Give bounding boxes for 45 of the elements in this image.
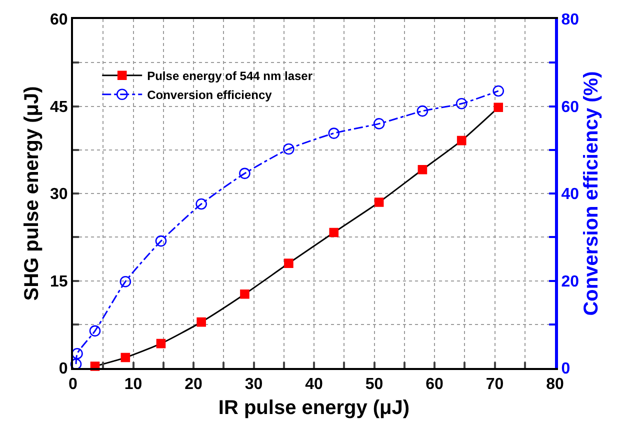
y-tick-label: 60 bbox=[50, 12, 68, 29]
y-tick-label: 30 bbox=[50, 186, 68, 204]
y2-tick-label: 80 bbox=[561, 12, 580, 29]
y2-axis-title: Conversion efficiency (%) bbox=[580, 71, 603, 316]
point bbox=[373, 118, 385, 130]
y-tick-label: 0 bbox=[58, 360, 68, 378]
x-tick-label: 70 bbox=[486, 376, 504, 394]
point bbox=[196, 198, 207, 210]
point bbox=[156, 338, 166, 348]
x-tick-label: 50 bbox=[365, 376, 384, 394]
x-tick-label: 60 bbox=[426, 376, 444, 394]
point bbox=[329, 228, 339, 238]
point bbox=[374, 198, 384, 207]
point bbox=[120, 276, 132, 288]
x-tick-label: 40 bbox=[305, 376, 323, 394]
x-tick-label: 30 bbox=[244, 376, 263, 394]
point bbox=[155, 235, 167, 247]
x-tick-label: 10 bbox=[124, 376, 142, 394]
x-tick-label: 20 bbox=[184, 376, 202, 394]
point bbox=[284, 258, 294, 268]
point bbox=[283, 143, 294, 155]
point bbox=[196, 317, 206, 327]
point bbox=[494, 102, 504, 112]
legend-label: Conversion efficiency bbox=[147, 88, 272, 102]
point bbox=[492, 85, 504, 97]
point bbox=[120, 352, 130, 362]
point bbox=[328, 128, 340, 139]
point bbox=[418, 165, 428, 174]
point bbox=[240, 289, 250, 299]
y2-tick-label: 40 bbox=[561, 186, 580, 204]
legend-label: Pulse energy of 544 nm laser bbox=[147, 69, 313, 84]
x-tick-label: 80 bbox=[546, 376, 564, 394]
point bbox=[416, 105, 428, 117]
y2-tick-label: 60 bbox=[561, 98, 580, 116]
point bbox=[89, 325, 101, 337]
y-tick-label: 15 bbox=[50, 273, 68, 290]
point bbox=[239, 168, 250, 180]
y2-tick-label: 20 bbox=[561, 273, 580, 290]
y-axis-title: SHG pulse energy (μJ) bbox=[21, 86, 44, 301]
y-tick-label: 45 bbox=[50, 98, 68, 116]
y2-tick-label: 0 bbox=[561, 360, 570, 378]
point bbox=[456, 98, 468, 110]
x-axis-title: IR pulse energy (μJ) bbox=[218, 397, 410, 420]
point bbox=[72, 348, 83, 360]
point bbox=[456, 136, 466, 146]
